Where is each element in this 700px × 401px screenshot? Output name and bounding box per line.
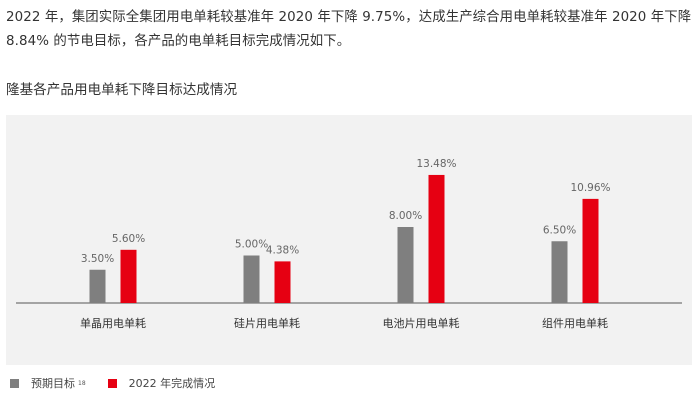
legend-footnote: 18 — [78, 379, 86, 387]
bar-target-1 — [243, 255, 260, 303]
category-label-0: 单晶用电单耗 — [80, 317, 146, 330]
chart-panel: 3.50% 5.60% 单晶用电单耗 5.00% 4.38% 硅片用电单耗 8.00% 13.… — [6, 115, 692, 365]
category-label-1: 硅片用电单耗 — [234, 317, 300, 330]
data-label-actual-2: 13.48% — [416, 158, 456, 170]
intro-paragraph: 2022 年，集团实际全集团用电单耗较基准年 2020 年下降 9.75%，达成… — [6, 10, 692, 49]
bar-target-0 — [89, 269, 106, 303]
bar-target-3 — [551, 241, 568, 303]
data-label-target-2: 8.00% — [389, 210, 422, 222]
data-label-target-1: 5.00% — [235, 239, 268, 251]
chart-title: 隆基各产品用电单耗下降目标达成情况 — [6, 82, 238, 98]
data-label-actual-0: 5.60% — [112, 233, 145, 245]
bar-chart: 3.50% 5.60% 单晶用电单耗 5.00%4.38% 硅片用电单耗 8.00% 13.… — [16, 158, 682, 330]
legend-swatch-target — [10, 378, 19, 388]
data-label-target-0: 3.50% — [81, 253, 114, 265]
legend-label-actual: 2022 年完成情况 — [128, 377, 216, 390]
data-label-actual-3: 10.96% — [570, 182, 610, 194]
bar-actual-1 — [274, 261, 291, 303]
legend-label-target: 预期目标 — [31, 377, 75, 390]
legend: 预期目标 18 2022 年完成情况 — [10, 375, 237, 391]
bar-actual-2 — [428, 174, 445, 303]
legend-item-target: 预期目标 18 — [10, 375, 86, 391]
bar-actual-0 — [120, 249, 137, 303]
data-label-actual-1: 4.38% — [266, 244, 299, 256]
category-label-3: 组件用电单耗 — [542, 316, 608, 330]
legend-item-actual: 2022 年完成情况 — [107, 375, 216, 391]
data-label-target-3: 6.50% — [543, 224, 576, 236]
category-label-2: 电池片用电单耗 — [383, 317, 460, 330]
bar-target-2 — [397, 227, 414, 303]
bar-actual-3 — [582, 198, 599, 303]
legend-swatch-actual — [107, 378, 117, 388]
